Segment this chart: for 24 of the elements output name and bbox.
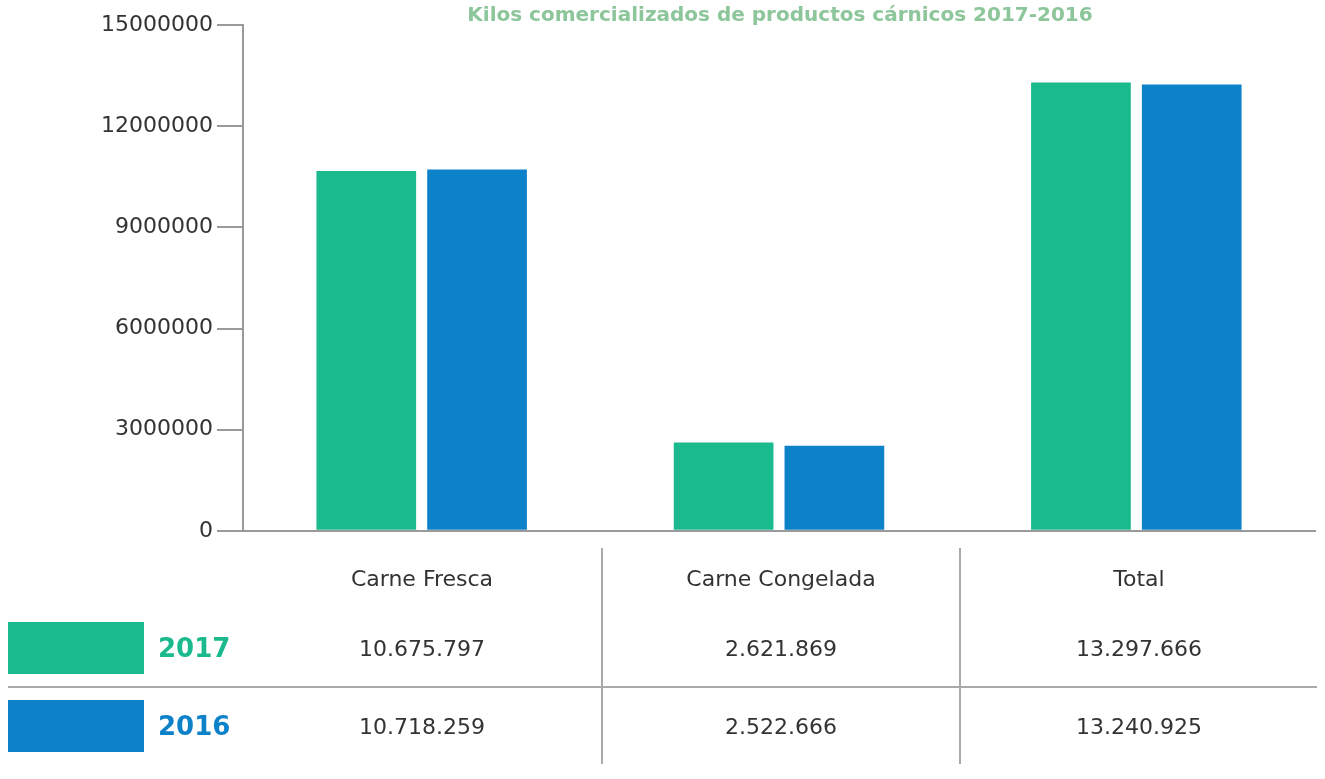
chart-title: Kilos comercializados de productos cárnicos 2017-2016 <box>466 2 1094 26</box>
text: 2016 <box>158 711 231 741</box>
bar <box>1031 82 1131 530</box>
data-label: 13.240.925 <box>959 688 1317 764</box>
x-tick-label: Carne Congelada <box>601 548 959 610</box>
y-tick-label: 12000000 <box>101 112 213 138</box>
bar <box>427 169 527 530</box>
x-tick-label: Total <box>959 548 1317 610</box>
y-tick-label: 9000000 <box>115 213 213 239</box>
bar <box>673 442 774 530</box>
y-tick-label: 3000000 <box>115 415 213 441</box>
bar <box>784 445 885 530</box>
data-label: 2.522.666 <box>601 688 959 764</box>
y-tick-label: 6000000 <box>115 314 213 340</box>
bar <box>1141 84 1242 530</box>
text: 2017 <box>158 633 231 663</box>
data-label: 10.675.797 <box>358 634 486 663</box>
data-label: 2.621.869 <box>601 610 959 686</box>
bar <box>316 170 417 530</box>
y-tick-label: 15000000 <box>101 10 213 36</box>
data-label: 13.297.666 <box>959 610 1317 686</box>
data-label: 10.718.259 <box>358 712 486 741</box>
x-tick-label: Carne Fresca <box>349 565 495 593</box>
y-tick-label: 0 <box>199 516 213 542</box>
